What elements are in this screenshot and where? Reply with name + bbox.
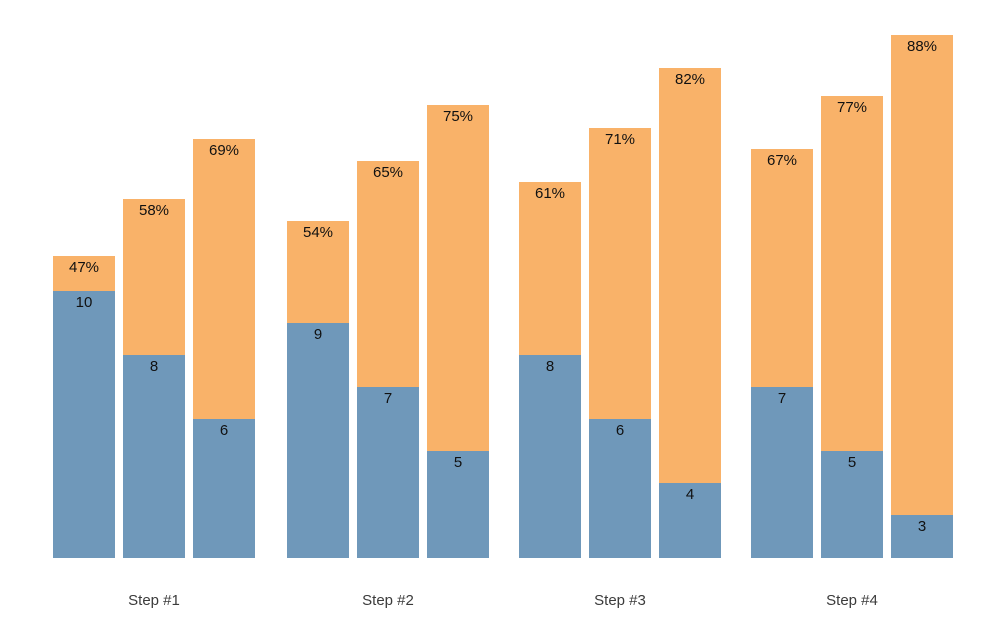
orange-segment	[821, 96, 883, 451]
blue-segment	[53, 291, 115, 558]
pct-label: 82%	[674, 71, 706, 88]
blue-segment	[659, 483, 721, 558]
blue-segment	[519, 355, 581, 558]
blue-segment	[427, 451, 489, 558]
value-label: 5	[453, 454, 463, 471]
pct-label: 67%	[766, 152, 798, 169]
pct-label: 58%	[138, 202, 170, 219]
value-label: 7	[383, 390, 393, 407]
value-label: 3	[917, 518, 927, 535]
x-axis-category-label: Step #3	[594, 592, 646, 609]
pct-label: 69%	[208, 142, 240, 159]
blue-segment	[287, 323, 349, 558]
bar: 82% 4	[659, 68, 721, 558]
bar: 65% 7	[357, 161, 419, 558]
x-axis-category-label: Step #1	[128, 592, 180, 609]
orange-segment	[589, 128, 651, 419]
value-label: 9	[313, 326, 323, 343]
orange-segment	[287, 221, 349, 323]
bar: 71% 6	[589, 128, 651, 558]
blue-segment	[751, 387, 813, 558]
value-label: 6	[615, 422, 625, 439]
bar: 75% 5	[427, 105, 489, 558]
value-label: 8	[149, 358, 159, 375]
blue-segment	[123, 355, 185, 558]
value-label: 8	[545, 358, 555, 375]
bar: 47% 10	[53, 256, 115, 558]
pct-label: 47%	[68, 259, 100, 276]
blue-segment	[589, 419, 651, 558]
value-label: 5	[847, 454, 857, 471]
bar: 58% 8	[123, 199, 185, 558]
bar: 69% 6	[193, 139, 255, 558]
orange-segment	[891, 35, 953, 515]
value-label: 4	[685, 486, 695, 503]
value-label: 10	[75, 294, 93, 311]
pct-label: 54%	[302, 224, 334, 241]
bar: 54% 9	[287, 221, 349, 558]
blue-segment	[193, 419, 255, 558]
pct-label: 88%	[906, 38, 938, 55]
value-label: 7	[777, 390, 787, 407]
pct-label: 61%	[534, 185, 566, 202]
value-label: 6	[219, 422, 229, 439]
orange-segment	[519, 182, 581, 355]
orange-segment	[193, 139, 255, 419]
orange-segment	[427, 105, 489, 451]
orange-segment	[123, 199, 185, 355]
orange-segment	[659, 68, 721, 483]
x-axis-category-label: Step #2	[362, 592, 414, 609]
blue-segment	[891, 515, 953, 558]
pct-label: 65%	[372, 164, 404, 181]
bar: 61% 8	[519, 182, 581, 558]
blue-segment	[821, 451, 883, 558]
x-axis-category-label: Step #4	[826, 592, 878, 609]
orange-segment	[751, 149, 813, 387]
bar: 77% 5	[821, 96, 883, 558]
orange-segment	[53, 256, 115, 291]
bar: 67% 7	[751, 149, 813, 558]
pct-label: 77%	[836, 99, 868, 116]
bar: 88% 3	[891, 35, 953, 558]
pct-label: 71%	[604, 131, 636, 148]
orange-segment	[357, 161, 419, 387]
pct-label: 75%	[442, 108, 474, 125]
blue-segment	[357, 387, 419, 558]
